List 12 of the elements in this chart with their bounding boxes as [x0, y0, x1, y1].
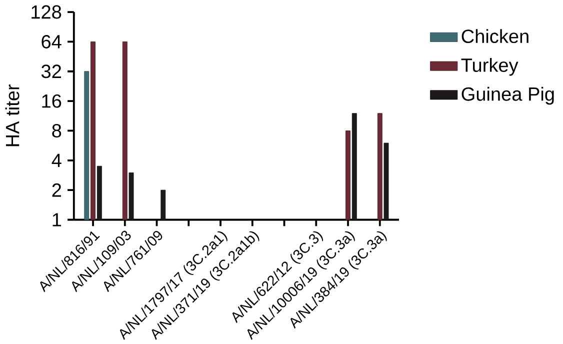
y-tick-label: 128 [32, 5, 62, 19]
y-tick-label: 16 [42, 94, 62, 108]
y-axis-title: HA titer [5, 84, 20, 146]
y-tick-label: 4 [52, 154, 62, 167]
y-tick-label: 8 [52, 124, 62, 138]
legend-label: Turkey [461, 58, 518, 76]
y-tick-label: 32 [41, 64, 61, 78]
y-tick-label: 1 [52, 213, 62, 226]
y-tick-label: 2 [52, 183, 61, 197]
y-tick-label: 64 [42, 34, 62, 48]
legend-label: Guinea Pig [462, 86, 554, 104]
legend-label: Chicken [462, 28, 528, 43]
